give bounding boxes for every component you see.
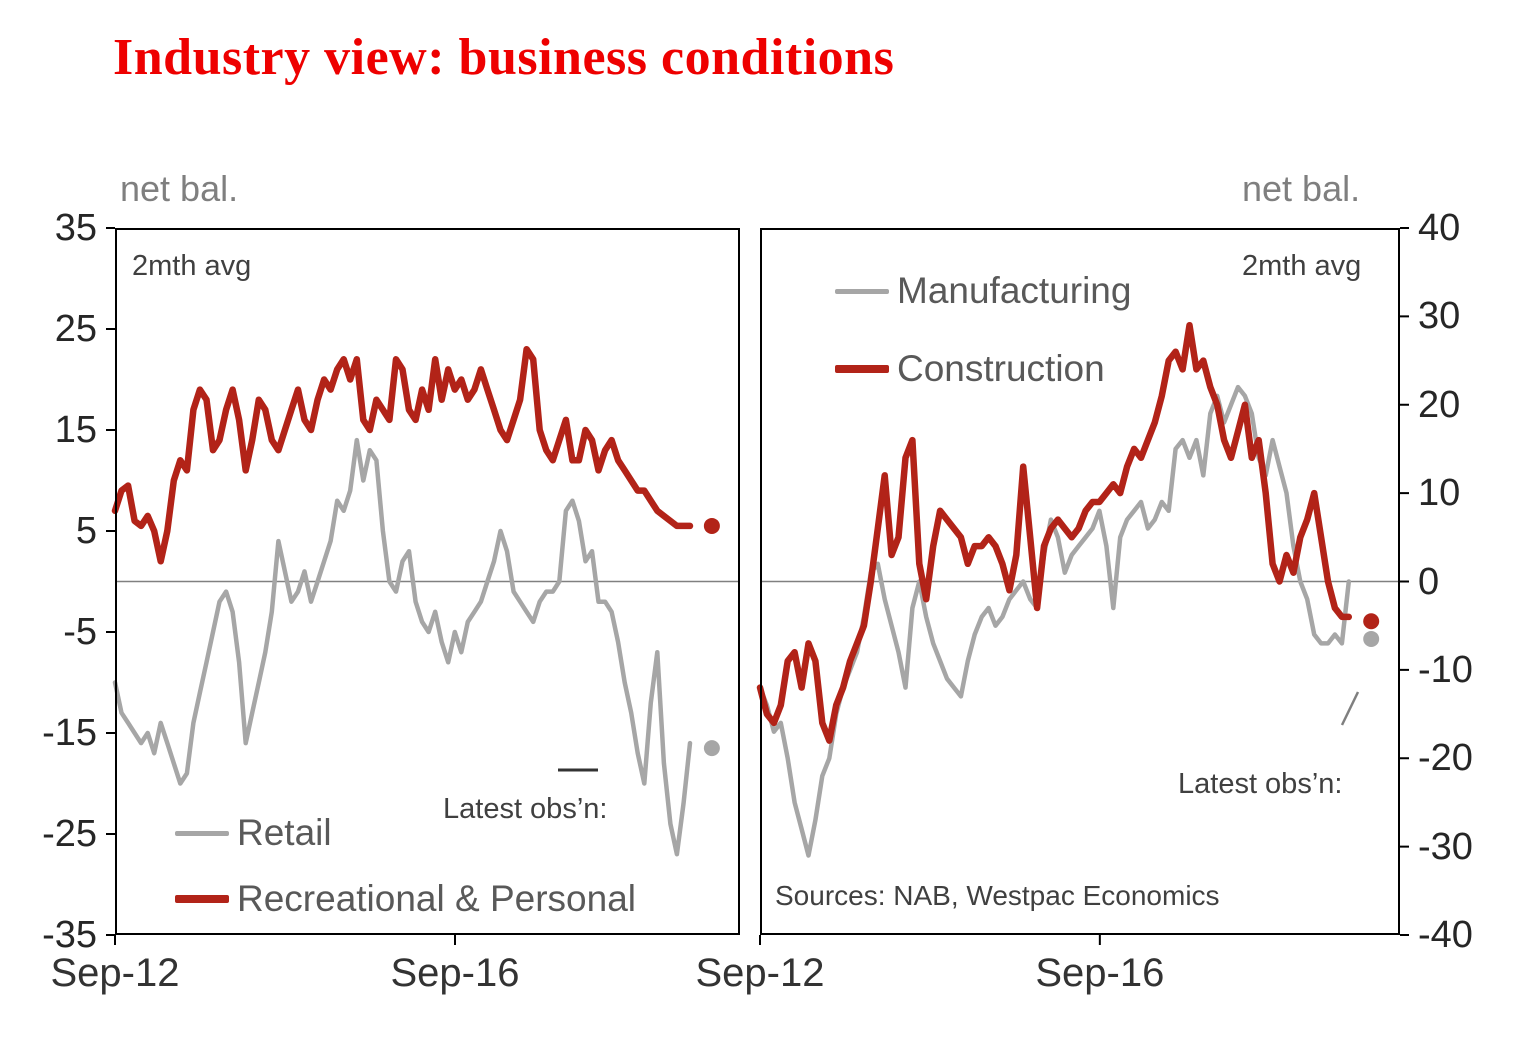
y-tick-label: -20 <box>1418 737 1473 780</box>
construction-latest-dot <box>1363 613 1380 630</box>
right-chart <box>756 227 1409 945</box>
manufacturing-latest-dot <box>1363 630 1380 647</box>
y-tick-label: 5 <box>75 510 97 552</box>
right-avg-note: 2mth avg <box>1242 250 1362 282</box>
panel-border <box>115 228 740 935</box>
legend-entry-retail: Retail <box>175 800 636 866</box>
construction-legend-label: Construction <box>897 348 1105 389</box>
legend-entry-manufacturing: Manufacturing <box>835 252 1131 330</box>
right-legend: Manufacturing Construction <box>835 252 1131 408</box>
retail-line <box>112 437 693 857</box>
y-tick-label: 40 <box>1418 207 1461 249</box>
y-tick-label: 20 <box>1418 383 1461 426</box>
y-tick-label: -15 <box>42 712 97 754</box>
x-tick-label: Sep-12 <box>50 951 180 995</box>
retail-swatch <box>175 830 229 836</box>
y-tick-label: -25 <box>42 813 97 855</box>
recreational-legend-label: Recreational & Personal <box>237 878 636 919</box>
left-chart <box>106 227 740 945</box>
recreational-swatch <box>175 895 229 903</box>
y-tick-label: 0 <box>1418 560 1440 603</box>
recreational-personal-line <box>111 345 694 565</box>
legend-entry-recreational: Recreational & Personal <box>175 866 636 932</box>
retail-latest-dot <box>703 740 720 757</box>
x-tick-label: Sep-12 <box>695 951 825 995</box>
retail-legend-label: Retail <box>237 812 332 853</box>
y-tick-label: 35 <box>54 207 97 249</box>
latest-slash-marker <box>1340 691 1360 726</box>
y-tick-label: 30 <box>1418 295 1461 338</box>
y-tick-label: 10 <box>1418 472 1461 515</box>
y-tick-label: 25 <box>54 308 97 350</box>
y-tick-label: 15 <box>54 409 97 451</box>
right-latest-note: Latest obs’n: <box>1178 768 1343 800</box>
y-tick-label: -30 <box>1418 825 1473 868</box>
construction-line <box>756 321 1353 744</box>
legend-entry-construction: Construction <box>835 330 1131 408</box>
sources-note: Sources: NAB, Westpac Economics <box>775 880 1220 911</box>
recreational-personal-latest-dot <box>703 517 720 534</box>
y-tick-label: -10 <box>1418 648 1473 691</box>
right-axis-title: net bal. <box>1242 168 1361 209</box>
panel-border <box>760 228 1400 935</box>
construction-swatch <box>835 365 889 373</box>
left-latest-note: Latest obs’n: <box>443 793 608 825</box>
x-tick-label: Sep-16 <box>1035 951 1165 995</box>
x-tick-label: Sep-16 <box>390 951 520 995</box>
page-title: Industry view: business conditions <box>113 29 895 86</box>
left-legend: Retail Recreational & Personal <box>175 800 636 932</box>
y-tick-label: -35 <box>42 914 97 956</box>
manufacturing-legend-label: Manufacturing <box>897 270 1132 311</box>
left-avg-note: 2mth avg <box>132 250 252 282</box>
y-tick-label: -40 <box>1418 914 1473 956</box>
left-axis-title: net bal. <box>120 168 239 209</box>
manufacturing-swatch <box>835 288 889 294</box>
y-tick-label: -5 <box>63 611 97 653</box>
